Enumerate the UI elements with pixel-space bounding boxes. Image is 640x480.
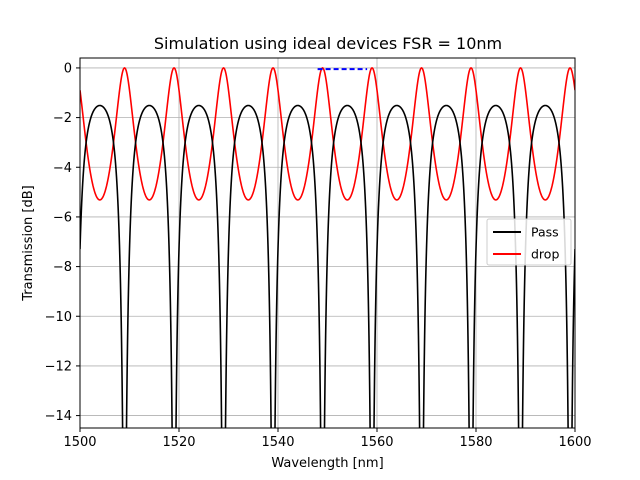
- x-tick-label: 1580: [459, 435, 492, 450]
- y-tick-label: −10: [45, 310, 72, 325]
- x-tick-label: 1540: [261, 435, 294, 450]
- plot-area: [79, 57, 576, 429]
- y-tick-label: 0: [64, 61, 72, 76]
- x-tick-label: 1560: [360, 435, 393, 450]
- x-axis-ticks: 1500 1520 1540 1560 1580 1600: [63, 428, 592, 450]
- chart-title: Simulation using ideal devices FSR = 10n…: [154, 34, 502, 53]
- y-tick-label: −8: [53, 260, 72, 275]
- legend-label-pass: Pass: [531, 225, 559, 240]
- series-line-drop: [80, 67, 575, 201]
- x-tick-label: 1500: [63, 435, 96, 450]
- y-tick-label: −6: [53, 210, 72, 225]
- y-tick-label: −14: [45, 409, 72, 424]
- x-tick-label: 1520: [162, 435, 195, 450]
- x-axis-label: Wavelength [nm]: [271, 456, 383, 471]
- legend: Pass drop: [486, 218, 572, 266]
- legend-label-drop: drop: [531, 247, 559, 262]
- series-line-pass: [80, 104, 575, 428]
- y-axis-label: Transmission [dB]: [21, 185, 36, 301]
- y-axis-ticks: 0 −2 −4 −6 −8 −10 −12 −14: [45, 61, 80, 424]
- y-tick-label: −12: [45, 359, 72, 374]
- y-tick-label: −4: [53, 161, 72, 176]
- y-tick-label: −2: [53, 111, 72, 126]
- x-tick-label: 1600: [558, 435, 591, 450]
- plot-frame: [79, 57, 576, 429]
